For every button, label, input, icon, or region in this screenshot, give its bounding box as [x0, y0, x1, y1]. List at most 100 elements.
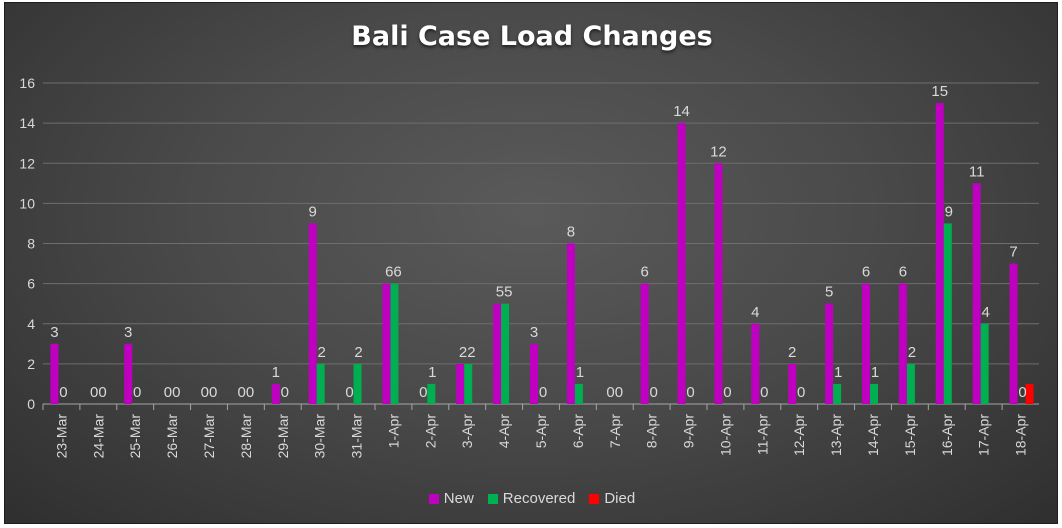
y-tick-label: 6 [27, 276, 35, 292]
bar-recovered [943, 223, 952, 404]
x-tick-label: 16-Apr [939, 414, 955, 456]
x-tick-label: 23-Mar [53, 414, 69, 459]
bar-new [825, 303, 834, 404]
data-label: 1 [428, 364, 436, 381]
bar-new [308, 223, 317, 404]
data-label: 22 [459, 344, 476, 361]
y-tick-label: 14 [19, 115, 35, 131]
data-label: 6 [862, 264, 870, 281]
data-label: 14 [673, 103, 690, 120]
data-label: 00 [606, 384, 623, 401]
data-label: 1 [871, 364, 879, 381]
legend-label: Died [604, 490, 636, 507]
bar-new [50, 343, 59, 404]
bar-new [530, 343, 538, 404]
y-tick-label: 12 [19, 155, 35, 171]
legend-swatch [589, 493, 600, 504]
data-label: 3 [50, 324, 58, 341]
bar-recovered [390, 283, 399, 404]
data-label: 0 [133, 384, 141, 401]
x-tick-label: 26-Mar [164, 414, 180, 459]
y-tick-label: 10 [19, 195, 35, 211]
chart-title: Bali Case Load Changes [351, 21, 713, 52]
x-tick-label: 30-Mar [312, 414, 328, 459]
x-tick-label: 3-Apr [459, 414, 475, 449]
data-label: 0 [59, 384, 67, 401]
data-label: 9 [308, 203, 316, 220]
data-label: 0 [1018, 384, 1026, 401]
x-tick-label: 31-Mar [349, 414, 365, 459]
x-tick-label: 18-Apr [1013, 414, 1029, 456]
y-tick-label: 0 [27, 396, 35, 412]
data-label: 15 [931, 83, 948, 100]
bar-new [124, 343, 133, 404]
x-tick-label: 10-Apr [717, 414, 733, 456]
x-tick-label: 13-Apr [828, 414, 844, 456]
legend-swatch [428, 493, 439, 504]
data-label: 0 [539, 384, 547, 401]
bar-new [456, 363, 465, 404]
bar-new [640, 283, 649, 404]
bar-died [1025, 383, 1034, 404]
data-label: 4 [981, 304, 989, 321]
bar-new [751, 323, 760, 404]
bar-recovered [574, 383, 583, 404]
data-label: 0 [649, 384, 657, 401]
x-tick-label: 4-Apr [496, 414, 512, 449]
data-label: 55 [496, 284, 513, 301]
data-label: 0 [419, 384, 427, 401]
data-label: 2 [908, 344, 916, 361]
legend-swatch [487, 493, 498, 504]
bar-recovered [501, 303, 510, 404]
legend-label: New [443, 490, 474, 507]
bar-new [898, 283, 907, 404]
x-tick-label: 2-Apr [422, 414, 438, 449]
x-tick-label: 15-Apr [902, 414, 918, 456]
data-label: 0 [797, 384, 805, 401]
chart-frame: Bali Case Load Changes 0 2 4 6 8 10 12 14 16 23-M… [4, 2, 1058, 524]
legend-item: Recovered [487, 490, 576, 507]
bar-new [677, 123, 686, 404]
x-tick-label: 27-Mar [201, 414, 217, 459]
data-label: 3 [530, 324, 538, 341]
data-label: 2 [354, 344, 362, 361]
data-label: 12 [710, 143, 727, 160]
data-label: 66 [385, 264, 402, 281]
chart-legend: New Recovered Died [5, 490, 1059, 507]
bar-new [566, 243, 575, 404]
legend-item: Died [589, 490, 635, 507]
data-label: 1 [272, 364, 280, 381]
bar-recovered [980, 323, 989, 404]
y-tick-label: 2 [27, 356, 35, 372]
x-tick-label: 5-Apr [533, 414, 549, 449]
data-label: 5 [825, 284, 833, 301]
y-tick-label: 4 [27, 316, 35, 332]
data-label: 1 [834, 364, 842, 381]
data-label: 2 [317, 344, 325, 361]
data-label: 8 [567, 224, 575, 241]
x-tick-label: 11-Apr [754, 414, 770, 455]
data-label: 0 [281, 384, 289, 401]
y-tick-label: 8 [27, 236, 35, 252]
x-tick-label: 25-Mar [127, 414, 143, 459]
bar-new [271, 383, 280, 404]
data-label: 1 [576, 364, 584, 381]
x-tick-label: 6-Apr [570, 414, 586, 449]
x-tick-label: 9-Apr [681, 414, 697, 449]
y-tick-label: 16 [19, 75, 35, 91]
data-label: 6 [640, 264, 648, 281]
data-label: 0 [760, 384, 768, 401]
data-label: 11 [969, 163, 985, 180]
x-tick-label: 28-Mar [238, 414, 254, 459]
data-label: 9 [945, 203, 953, 220]
data-label: 2 [788, 344, 796, 361]
data-label: 3 [124, 324, 132, 341]
data-label: 6 [899, 264, 907, 281]
data-label: 7 [1009, 244, 1017, 261]
legend-label: Recovered [502, 490, 576, 507]
data-label: 00 [90, 384, 107, 401]
data-label: 0 [345, 384, 353, 401]
data-label: 00 [164, 384, 181, 401]
bar-recovered [906, 363, 915, 404]
data-label: 00 [201, 384, 218, 401]
